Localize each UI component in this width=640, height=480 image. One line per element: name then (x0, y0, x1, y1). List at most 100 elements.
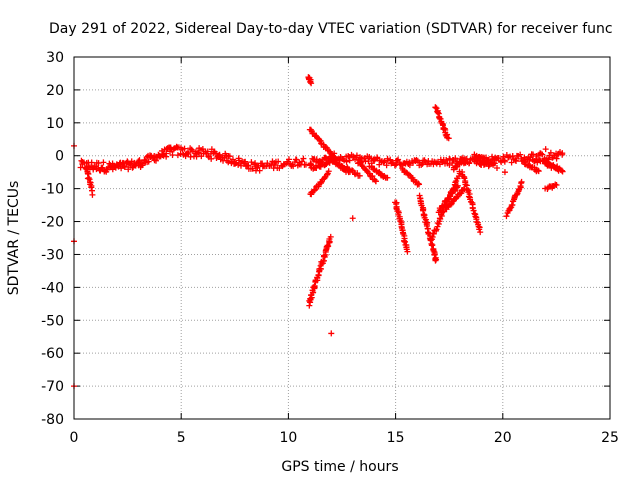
axis-ticks (73, 56, 611, 420)
data-point-baseline-f (275, 158, 282, 165)
y-axis-label: SDTVAR / TECUs (6, 181, 22, 296)
grid-lines (74, 57, 610, 419)
data-point-rise-17a (437, 216, 444, 223)
data-point-baseline-k (547, 149, 554, 156)
data-point-baseline-d (177, 150, 184, 157)
data-point-desc-21a (535, 168, 542, 175)
plot-frame (73, 56, 611, 420)
data-point-drop-18-19 (465, 193, 472, 200)
data-point-rise-17a (433, 226, 440, 233)
data-point-rise-17b (447, 193, 454, 200)
data-point-baseline-h (380, 159, 387, 166)
data-point-plunge-15 (404, 248, 411, 255)
data-point-big-dip-11 (315, 272, 322, 279)
data-point-desc-13a (355, 156, 362, 163)
data-point-cluster-18a (454, 163, 461, 170)
data-point-tail-22 (559, 168, 566, 175)
y-tick-label: -70 (41, 379, 64, 395)
data-point-baseline-i (406, 162, 413, 169)
data-point-cluster-19b (483, 154, 490, 161)
data-point-cluster-18a (463, 155, 470, 162)
data-point-drop-18-19 (476, 226, 483, 233)
data-point-baseline-k (553, 155, 560, 162)
data-point-desc-11c (311, 186, 318, 193)
data-point-big-dip-11 (325, 243, 332, 250)
data-point-desc-13a (372, 178, 379, 185)
data-point-spike-top-11 (308, 80, 315, 87)
data-point-baseline-d (181, 145, 188, 152)
data-point-desc-15a (416, 181, 423, 188)
x-axis-label: GPS time / hours (281, 459, 398, 475)
data-point-plunge-16-17 (428, 242, 435, 249)
data-point-drop-18-19 (469, 204, 476, 211)
data-point-baseline-e (226, 153, 233, 160)
data-point-baseline-f (256, 167, 263, 174)
data-point-baseline-h (383, 162, 390, 169)
data-point-baseline-e (252, 160, 259, 167)
data-point-baseline-k (559, 150, 566, 157)
data-point-steep-16-17 (445, 135, 452, 142)
data-point-tail-22 (558, 167, 565, 174)
data-point-desc-12b (356, 172, 363, 179)
data-point-baseline-a (100, 159, 107, 166)
data-point-plunge-16-17 (433, 256, 440, 263)
data-point-desc-11c (311, 187, 318, 194)
data-point-baseline-h (387, 156, 394, 163)
y-tick-label: -20 (41, 215, 64, 231)
data-point-baseline-i (443, 157, 450, 164)
data-point-baseline-f (285, 156, 292, 163)
data-point-baseline-f (290, 163, 297, 170)
y-tick-label: 20 (46, 83, 64, 99)
y-tick-label: -50 (41, 313, 64, 329)
data-point-desc-12b (344, 165, 351, 172)
data-points (71, 74, 566, 390)
data-point-baseline-k (501, 158, 508, 165)
data-point-baseline-e (229, 156, 236, 163)
data-point-desc-12b (345, 166, 352, 173)
y-tick-label: 0 (55, 149, 64, 165)
data-point-rise-20 (517, 183, 524, 190)
data-point-rise-20 (507, 205, 514, 212)
y-tick-label: -80 (41, 412, 64, 428)
x-tick-label: 15 (387, 430, 405, 446)
data-point-baseline-k (513, 158, 520, 165)
data-point-rise-20 (518, 178, 525, 185)
data-point-baseline-h (346, 157, 353, 164)
data-point-steep-16-17 (432, 104, 439, 111)
data-point-rise-17a (452, 179, 459, 186)
data-point-baseline-k (500, 153, 507, 160)
data-point-dip-early (89, 191, 96, 198)
data-point-baseline-b (118, 165, 125, 172)
data-point-steep-16-17 (436, 114, 443, 121)
data-point-desc-14a (384, 174, 391, 181)
data-point-drop-18-19 (472, 213, 479, 220)
data-point-baseline-e (242, 158, 249, 165)
data-point-dip-early (88, 182, 95, 189)
y-tick-label: -10 (41, 182, 64, 198)
data-point-baseline-d (174, 152, 181, 159)
y-tick-label: -40 (41, 280, 64, 296)
chart-title: Day 291 of 2022, Sidereal Day-to-day VTE… (49, 21, 613, 37)
x-tick-label: 0 (70, 430, 79, 446)
y-tick-label: -30 (41, 247, 64, 263)
data-point-baseline-g (313, 156, 320, 163)
data-point-baseline-b (121, 164, 128, 171)
data-point-rise-17b (454, 182, 461, 189)
y-tick-label: -60 (41, 346, 64, 362)
data-point-isolated (501, 169, 508, 176)
y-tick-label: 10 (46, 116, 64, 132)
data-point-baseline-h (343, 158, 350, 165)
data-point-plunge-16-17 (420, 207, 427, 214)
data-point-plunge-16-17 (430, 247, 437, 254)
data-point-isolated (542, 146, 549, 153)
data-point-baseline-h (345, 152, 352, 159)
data-point-baseline-d (208, 155, 215, 162)
data-point-drop-18-19 (470, 207, 477, 214)
data-point-baseline-i (418, 162, 425, 169)
data-point-drop-18-19 (477, 229, 484, 236)
data-point-baseline-i (395, 156, 402, 163)
y-tick-labels: 30 20 10 0 -10 -20 -30 -40 -50 -60 -70 -80 (41, 50, 64, 428)
data-point-dip-22 (553, 181, 560, 188)
data-point-baseline-k (539, 151, 546, 158)
